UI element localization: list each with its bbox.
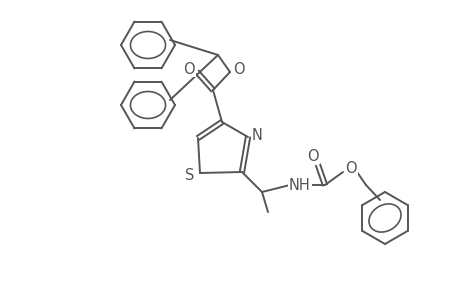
Text: O: O [307,148,318,164]
Text: N: N [251,128,262,142]
Text: NH: NH [289,178,310,193]
Text: O: O [233,61,244,76]
Text: O: O [344,160,356,175]
Text: S: S [185,167,194,182]
Text: O: O [183,61,195,76]
